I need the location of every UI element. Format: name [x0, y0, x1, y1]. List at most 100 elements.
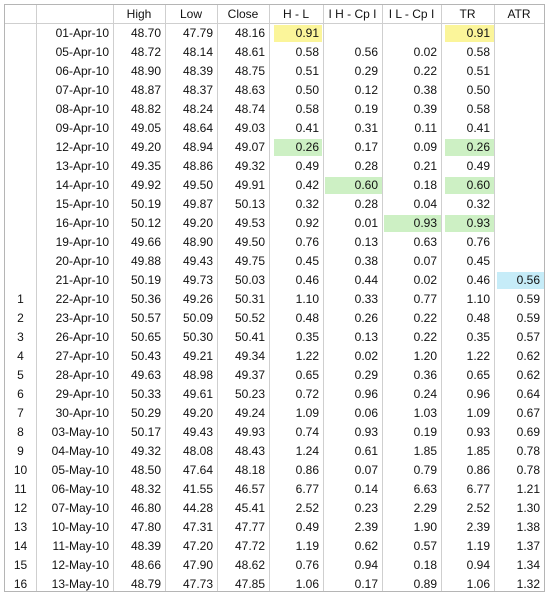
h-minus-cp-cell[interactable]: 0.28 [323, 157, 382, 176]
high-cell[interactable]: 50.57 [113, 309, 165, 328]
h-minus-l-cell[interactable]: 0.46 [269, 271, 323, 290]
low-cell[interactable]: 48.08 [165, 442, 217, 461]
tr-cell[interactable]: 0.65 [441, 366, 494, 385]
atr-cell[interactable] [494, 43, 544, 62]
tr-cell[interactable]: 0.58 [441, 43, 494, 62]
l-minus-cp-cell[interactable]: 0.09 [382, 138, 441, 157]
row-index-cell[interactable]: 11 [5, 480, 36, 499]
l-minus-cp-cell[interactable]: 1.90 [382, 518, 441, 537]
atr-cell[interactable] [494, 100, 544, 119]
h-minus-l-cell[interactable]: 0.26 [269, 138, 323, 157]
high-cell[interactable]: 50.33 [113, 385, 165, 404]
h-minus-l-cell[interactable]: 0.42 [269, 176, 323, 195]
high-cell[interactable]: 48.90 [113, 62, 165, 81]
high-cell[interactable]: 49.32 [113, 442, 165, 461]
h-minus-cp-cell[interactable]: 0.28 [323, 195, 382, 214]
high-cell[interactable]: 46.80 [113, 499, 165, 518]
tr-cell[interactable]: 1.10 [441, 290, 494, 309]
atr-cell[interactable]: 0.62 [494, 347, 544, 366]
l-minus-cp-cell[interactable]: 0.22 [382, 328, 441, 347]
h-minus-cp-cell[interactable]: 0.96 [323, 385, 382, 404]
l-minus-cp-cell[interactable]: 6.63 [382, 480, 441, 499]
h-minus-l-cell[interactable]: 1.19 [269, 537, 323, 556]
low-cell[interactable]: 49.87 [165, 195, 217, 214]
tr-cell[interactable]: 0.35 [441, 328, 494, 347]
low-cell[interactable]: 48.94 [165, 138, 217, 157]
close-cell[interactable]: 48.16 [217, 24, 269, 43]
l-minus-cp-cell[interactable]: 0.11 [382, 119, 441, 138]
h-minus-cp-cell[interactable]: 0.14 [323, 480, 382, 499]
h-minus-cp-cell[interactable]: 0.26 [323, 309, 382, 328]
atr-cell[interactable] [494, 138, 544, 157]
close-cell[interactable]: 50.31 [217, 290, 269, 309]
l-minus-cp-cell[interactable]: 0.02 [382, 43, 441, 62]
h-minus-cp-cell[interactable] [323, 24, 382, 43]
atr-cell[interactable]: 0.69 [494, 423, 544, 442]
close-cell[interactable]: 49.03 [217, 119, 269, 138]
row-index-cell[interactable] [5, 157, 36, 176]
tr-cell[interactable]: 6.77 [441, 480, 494, 499]
close-cell[interactable]: 49.07 [217, 138, 269, 157]
close-cell[interactable]: 48.75 [217, 62, 269, 81]
high-cell[interactable]: 50.29 [113, 404, 165, 423]
tr-cell[interactable]: 0.46 [441, 271, 494, 290]
close-cell[interactable]: 49.50 [217, 233, 269, 252]
low-cell[interactable]: 49.73 [165, 271, 217, 290]
high-cell[interactable]: 49.05 [113, 119, 165, 138]
atr-cell[interactable]: 1.30 [494, 499, 544, 518]
l-minus-cp-cell[interactable]: 0.89 [382, 575, 441, 594]
h-minus-cp-cell[interactable]: 0.56 [323, 43, 382, 62]
h-minus-l-cell[interactable]: 6.77 [269, 480, 323, 499]
atr-cell[interactable]: 1.34 [494, 556, 544, 575]
h-minus-cp-cell[interactable]: 0.17 [323, 575, 382, 594]
close-cell[interactable]: 48.61 [217, 43, 269, 62]
close-cell[interactable]: 48.63 [217, 81, 269, 100]
h-minus-l-cell[interactable]: 0.45 [269, 252, 323, 271]
high-cell[interactable]: 48.72 [113, 43, 165, 62]
l-minus-cp-cell[interactable]: 0.38 [382, 81, 441, 100]
date-cell[interactable]: 20-Apr-10 [36, 252, 113, 271]
tr-cell[interactable]: 0.93 [441, 423, 494, 442]
date-cell[interactable]: 23-Apr-10 [36, 309, 113, 328]
h-minus-l-cell[interactable]: 0.74 [269, 423, 323, 442]
high-cell[interactable]: 49.35 [113, 157, 165, 176]
h-minus-l-cell[interactable]: 1.06 [269, 575, 323, 594]
close-cell[interactable]: 49.93 [217, 423, 269, 442]
h-minus-l-cell[interactable]: 1.09 [269, 404, 323, 423]
l-minus-cp-cell[interactable]: 0.24 [382, 385, 441, 404]
low-cell[interactable]: 47.64 [165, 461, 217, 480]
high-cell[interactable]: 48.32 [113, 480, 165, 499]
date-cell[interactable]: 06-Apr-10 [36, 62, 113, 81]
close-cell[interactable]: 49.32 [217, 157, 269, 176]
atr-cell[interactable] [494, 24, 544, 43]
atr-cell[interactable]: 0.62 [494, 366, 544, 385]
low-cell[interactable]: 48.86 [165, 157, 217, 176]
h-minus-l-cell[interactable]: 0.65 [269, 366, 323, 385]
atr-cell[interactable]: 1.37 [494, 537, 544, 556]
atr-cell[interactable] [494, 195, 544, 214]
h-minus-l-cell[interactable]: 0.58 [269, 100, 323, 119]
date-cell[interactable]: 30-Apr-10 [36, 404, 113, 423]
row-index-cell[interactable] [5, 252, 36, 271]
tr-cell[interactable]: 1.06 [441, 575, 494, 594]
tr-cell[interactable]: 0.60 [441, 176, 494, 195]
row-index-cell[interactable]: 4 [5, 347, 36, 366]
tr-cell[interactable]: 0.50 [441, 81, 494, 100]
l-minus-cp-cell[interactable]: 0.18 [382, 176, 441, 195]
tr-cell[interactable]: 0.96 [441, 385, 494, 404]
low-cell[interactable]: 48.64 [165, 119, 217, 138]
h-minus-l-cell[interactable]: 0.76 [269, 556, 323, 575]
h-minus-l-cell[interactable]: 1.24 [269, 442, 323, 461]
h-minus-l-cell[interactable]: 0.41 [269, 119, 323, 138]
row-index-cell[interactable] [5, 24, 36, 43]
h-minus-cp-cell[interactable]: 0.94 [323, 556, 382, 575]
h-minus-cp-cell[interactable]: 0.44 [323, 271, 382, 290]
l-minus-cp-cell[interactable]: 1.03 [382, 404, 441, 423]
h-minus-cp-cell[interactable]: 0.23 [323, 499, 382, 518]
h-minus-l-cell[interactable]: 0.76 [269, 233, 323, 252]
tr-cell[interactable]: 0.94 [441, 556, 494, 575]
h-minus-l-cell[interactable]: 0.48 [269, 309, 323, 328]
date-cell[interactable]: 14-Apr-10 [36, 176, 113, 195]
close-cell[interactable]: 45.41 [217, 499, 269, 518]
high-cell[interactable]: 48.87 [113, 81, 165, 100]
